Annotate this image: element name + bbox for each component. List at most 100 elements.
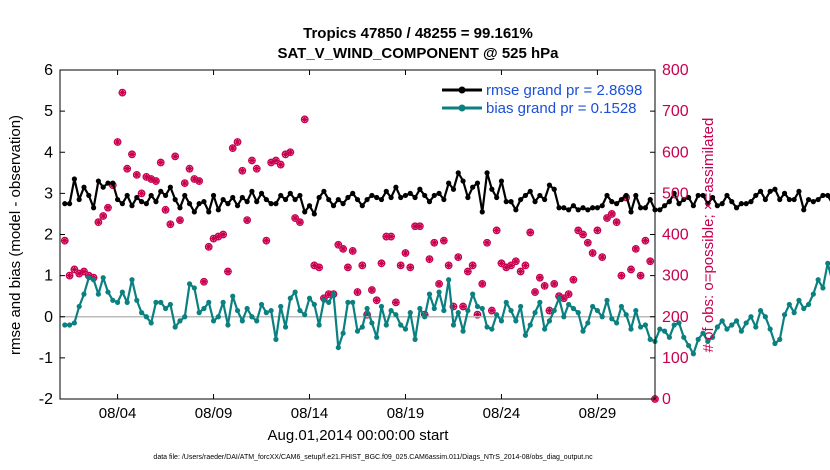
obs-assimilated-marker [632,245,640,253]
rmse-point [326,196,332,203]
obs-point [636,271,645,280]
rmse-point [575,207,581,213]
y-left-tick-label: 6 [44,62,53,79]
bias-point [167,301,173,308]
bias-point [455,310,461,316]
rmse-point [772,186,778,192]
obs-assimilated-marker [459,302,467,311]
obs-point [176,216,184,225]
obs-point [252,164,261,173]
rmse-point [489,186,495,192]
rmse-point [114,196,121,203]
bias-point [580,328,586,334]
obs-assimilated-marker [425,255,434,263]
rmse-point [282,196,289,203]
rmse-point [412,194,418,201]
bias-point [522,332,529,338]
rmse-point [508,199,514,205]
obs-point [507,261,515,270]
footnote-data-file: data file: /Users/raeder/DAI/ATM_forcXX/… [153,454,593,461]
obs-assimilated-marker [176,216,184,224]
obs-assimilated-marker [200,278,208,286]
rmse-point [402,192,409,199]
obs-point [526,228,535,237]
obs-point [603,214,611,222]
bias-point [738,328,744,334]
rmse-point [292,196,298,203]
obs-assimilated-marker [387,232,395,241]
obs-assimilated-marker [94,218,102,226]
bias-point [609,316,615,322]
bias-point [234,307,241,314]
obs-point [315,263,324,272]
y-left-tick-label: -2 [39,391,53,408]
obs-point [104,203,112,212]
bias-point [129,277,135,283]
rmse-point [249,188,255,194]
x-tick-label: 08/04 [99,405,137,422]
rmse-point [801,207,807,213]
bias-point [162,305,169,312]
rmse-point [369,192,375,199]
obs-assimilated-marker [392,298,400,306]
rmse-point [705,201,711,207]
bias-point [460,328,466,334]
rmse-point [143,201,149,207]
obs-point [276,160,285,169]
rmse-point [182,192,188,199]
obs-point [94,218,103,227]
bias-point [642,322,649,328]
rmse-point [177,205,183,211]
obs-point [540,282,549,290]
bias-point [422,314,428,320]
rmse-point [590,205,596,211]
obs-assimilated-marker [190,175,198,183]
y-left-tick-label: 2 [44,227,53,244]
obs-point [463,267,472,276]
obs-point [459,302,467,311]
bias-point [148,320,154,326]
rmse-point [484,170,490,176]
bias-point [805,301,812,308]
bias-point [671,322,677,328]
bias-point [801,305,807,312]
rmse-series [62,170,830,217]
y-left-tick-label: -1 [39,350,53,367]
obs-assimilated-marker [315,263,323,271]
obs-assimilated-marker [473,311,482,319]
obs-point [497,259,506,268]
obs-point [598,253,607,262]
obs-point [396,261,405,270]
obs-point [185,164,194,173]
x-tick-label: 08/14 [291,405,329,422]
y-left-tick-label: 3 [44,185,53,202]
bias-point [244,305,250,312]
bias-point [239,318,245,324]
rmse-point [186,201,193,207]
obs-assimilated-marker [550,280,558,288]
rmse-point [604,192,610,199]
obs-assimilated-marker [435,280,443,288]
rmse-point [62,201,68,207]
obs-point [65,271,74,280]
obs-assimilated-marker [301,115,309,123]
rmse-point [393,184,399,190]
bias-point [158,299,164,305]
obs-assimilated-marker [128,150,136,158]
bias-point [537,299,543,305]
bias-point [777,336,783,342]
rmse-point [729,199,735,205]
y-left-tick-label: 1 [44,268,53,285]
bias-point [825,260,830,266]
bias-point [566,301,572,308]
y-right-tick-label: 0 [662,391,671,408]
obs-point [118,88,127,97]
bias-point [700,330,706,336]
bias-point [273,336,279,342]
rmse-point [676,201,682,207]
obs-point [291,214,300,222]
obs-point [387,232,395,241]
y-axis-left-ticks: -2 -1 0 1 2 3 4 5 6 [39,62,655,408]
obs-point [454,253,463,262]
obs-assimilated-marker [152,177,160,185]
